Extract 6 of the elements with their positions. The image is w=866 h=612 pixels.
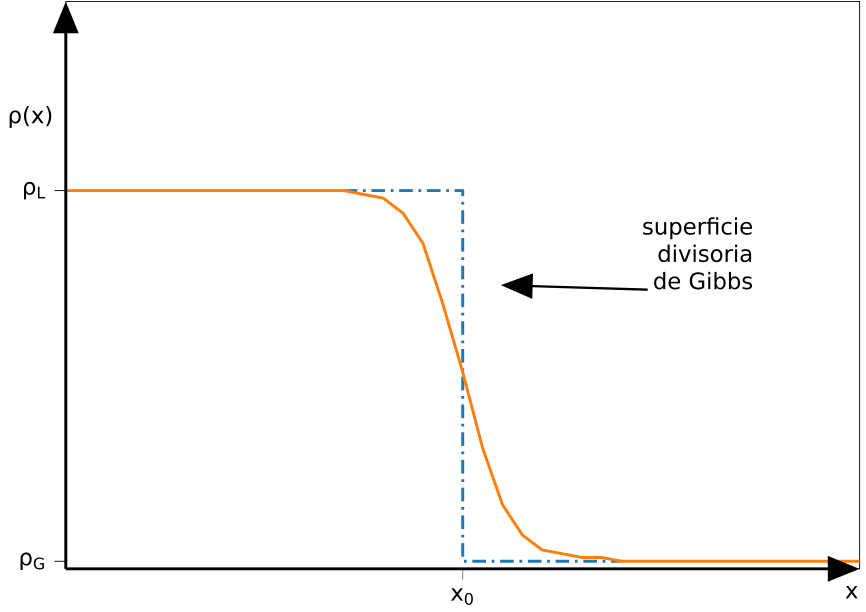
annotation: superficie divisoria de Gibbs: [643, 217, 752, 290]
y-axis-title: ρ(x): [10, 106, 52, 128]
text: ρ$_{G}$: [20, 552, 44, 570]
x-axis-title: x: [846, 586, 858, 598]
text: x$_{0}$: [450, 588, 473, 605]
text: ρ$_{L}$: [24, 182, 46, 200]
